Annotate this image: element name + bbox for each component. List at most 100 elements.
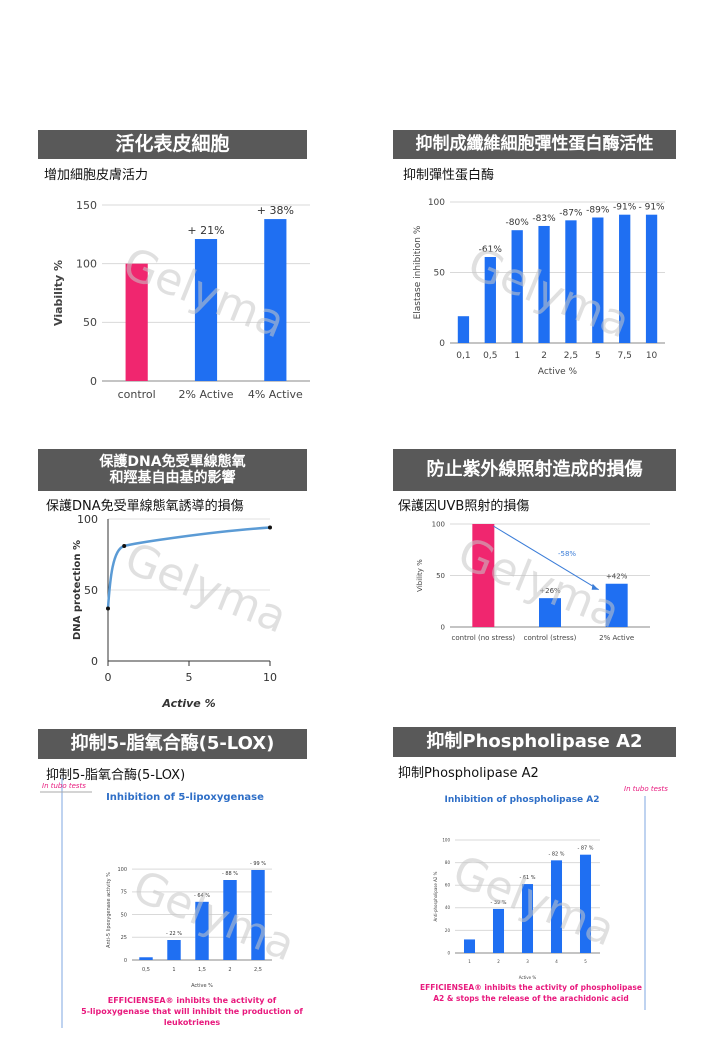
y-tick-label: 0 [90, 375, 97, 388]
x-tick-label: 0,5 [142, 967, 150, 973]
bar [605, 583, 628, 627]
bar-value-label: - 91% [639, 203, 666, 213]
bar [550, 860, 563, 953]
y-tick-label: 0 [439, 339, 445, 349]
x-axis-label: Active % [161, 697, 215, 710]
data-point [268, 525, 272, 530]
data-point [122, 543, 127, 548]
x-tick-label: 2,5 [254, 967, 262, 973]
bar-value-label: +42% [606, 573, 628, 581]
y-tick-label: 0 [124, 958, 127, 964]
bar-value-label: - 88 % [222, 871, 238, 877]
footnote-line: leukotrienes [164, 1018, 221, 1027]
bar-value-label: -89% [586, 206, 610, 216]
x-tick-label: 4% Active [248, 388, 303, 401]
panel-4-title: 防止紫外線照射造成的損傷 [393, 449, 676, 491]
chart-title: Inhibition of phospholipase A2 [444, 795, 599, 805]
dna-protection-line-chart: 0 50 100 0 5 10 Active % DNA protection % Gelyma [72, 513, 294, 710]
x-tick-label: 5 [186, 671, 193, 684]
dna-protection-line [106, 526, 271, 609]
y-tick-label: 50 [436, 572, 445, 580]
bar-value-label: -91% [613, 203, 637, 213]
y-tick-label: 100 [76, 258, 97, 271]
y-axis-label: Vibility % [416, 559, 424, 592]
x-tick-label: control [118, 388, 156, 401]
x-tick-label: 0,1 [456, 351, 470, 361]
footnote-line: A2 & stops the release of the arachidoni… [433, 994, 628, 1003]
panel-4-subtitle: 保護因UVB照射的損傷 [398, 499, 530, 514]
bar-value-label: + 38% [257, 204, 294, 217]
bar [457, 316, 470, 343]
x-tick-label: 4 [555, 959, 558, 964]
x-tick-label: 2 [497, 959, 500, 964]
footnote-line: EFFICIENSEA® inhibits the activity of [108, 996, 277, 1005]
panel-1-title: 活化表皮細胞 [38, 130, 307, 159]
x-tick-label: 2% Active [599, 634, 634, 642]
y-tick-label: 0 [447, 950, 450, 955]
phospholipase-a2-inhibition-chart: In tubo tests Inhibition of phospholipase… [420, 785, 668, 1010]
viability-bar-chart: 0 50 100 150 control 2% Active + 21% 4% Active +… [52, 199, 310, 401]
in-tubo-tag: In tubo tests [624, 785, 668, 793]
panel-6-title: 抑制Phospholipase A2 [393, 727, 676, 757]
bar [579, 854, 592, 953]
y-tick-label: 50 [434, 269, 446, 279]
bar [463, 939, 476, 953]
x-tick-label: 7,5 [618, 351, 632, 361]
y-tick-label: 0 [91, 655, 98, 668]
footnote-line: 5-lipoxygenase that will inhibit the pro… [81, 1007, 303, 1016]
x-tick-label: 2,5 [564, 351, 578, 361]
panel-2-title: 抑制成纖維細胞彈性蛋白酶活性 [393, 130, 676, 159]
y-tick-label: 100 [432, 520, 445, 528]
y-tick-label: 60 [445, 883, 451, 888]
bar [195, 901, 209, 960]
bar [139, 957, 153, 960]
bar-value-label: - 82 % [548, 851, 564, 857]
drop-arrow-head [591, 583, 599, 590]
bar [511, 230, 523, 343]
x-tick-label: 3 [526, 959, 529, 964]
bar [539, 598, 561, 627]
panel-2-subtitle: 抑制彈性蛋白酶 [403, 168, 495, 183]
x-tick-label: 5 [584, 959, 587, 964]
x-tick-label: 10 [646, 351, 658, 361]
elastase-inhibition-bar-chart: 0 50 100 0,1 0,5 -61% 1 -80% 2 -83% 2,5 -87% 5 -89% 7,… [413, 198, 666, 377]
bar-value-label: - 39 % [490, 900, 506, 906]
y-tick-label: 100 [77, 513, 98, 526]
x-tick-label: 1 [468, 959, 471, 964]
x-tick-label: 1 [514, 351, 520, 361]
x-tick-label: 5 [595, 351, 601, 361]
panel-3-title-line2: 和羥基自由基的影響 [109, 470, 236, 486]
y-tick-label: 80 [445, 860, 451, 865]
arrow-label: -58% [558, 550, 576, 558]
drop-arrow-line [493, 525, 599, 591]
y-tick-label: 40 [445, 905, 451, 910]
x-axis-label: Active % [538, 367, 578, 377]
bar [565, 220, 577, 343]
bar [251, 870, 265, 960]
bar [645, 214, 658, 343]
x-tick-label: 0 [105, 671, 112, 684]
y-tick-label: 150 [76, 199, 97, 212]
x-tick-label: 1 [172, 967, 175, 973]
in-tubo-tag: In tubo tests [42, 782, 86, 790]
bar [521, 884, 534, 953]
y-tick-label: 100 [442, 837, 450, 842]
panel-3-subtitle: 保護DNA免受單線態氧誘導的損傷 [46, 499, 244, 514]
bar [167, 940, 181, 960]
footnote-line: EFFICIENSEA® inhibits the activity of ph… [420, 983, 642, 992]
y-tick-label: 50 [121, 912, 127, 918]
bar [125, 263, 148, 381]
bar-value-label: -83% [532, 214, 556, 224]
x-tick-label: 2% Active [179, 388, 234, 401]
x-tick-label: 0,5 [483, 351, 497, 361]
y-tick-label: 25 [121, 935, 127, 941]
bar-value-label: -80% [506, 218, 530, 228]
panel-5-subtitle: 抑制5-脂氧合酶(5-LOX) [46, 768, 186, 783]
bar [472, 524, 495, 627]
y-tick-label: 50 [84, 584, 98, 597]
y-tick-label: 0 [441, 623, 445, 631]
y-tick-label: 100 [428, 198, 445, 208]
bar [194, 239, 218, 381]
panel-6-subtitle: 抑制Phospholipase A2 [398, 766, 539, 781]
bar-value-label: +26% [539, 587, 561, 595]
